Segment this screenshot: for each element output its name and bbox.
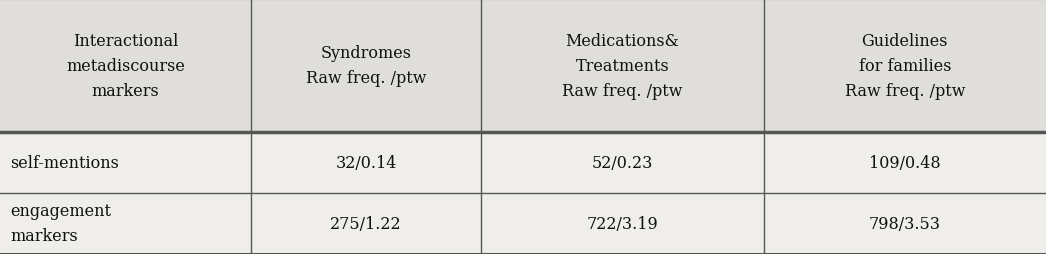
Text: 109/0.48: 109/0.48 (869, 154, 940, 171)
Bar (0, 193, 251, 254)
Text: Syndromes
Raw freq. /ptw: Syndromes Raw freq. /ptw (305, 45, 427, 87)
Text: 722/3.19: 722/3.19 (587, 215, 658, 232)
Text: 798/3.53: 798/3.53 (869, 215, 940, 232)
Text: Guidelines
for families
Raw freq. /ptw: Guidelines for families Raw freq. /ptw (844, 33, 965, 99)
Text: self-mentions: self-mentions (10, 154, 119, 171)
Text: 275/1.22: 275/1.22 (331, 215, 402, 232)
Text: engagement
markers: engagement markers (10, 203, 112, 244)
Bar (764, 0, 1046, 132)
Bar (481, 193, 764, 254)
Bar (251, 0, 481, 132)
Bar (481, 0, 764, 132)
Bar (0, 132, 251, 193)
Text: 32/0.14: 32/0.14 (336, 154, 396, 171)
Bar (0, 0, 251, 132)
Text: 52/0.23: 52/0.23 (592, 154, 653, 171)
Bar (481, 132, 764, 193)
Bar (251, 193, 481, 254)
Bar (764, 132, 1046, 193)
Bar (764, 193, 1046, 254)
Text: Interactional
metadiscourse
markers: Interactional metadiscourse markers (66, 33, 185, 99)
Bar (251, 132, 481, 193)
Text: Medications&
Treatments
Raw freq. /ptw: Medications& Treatments Raw freq. /ptw (562, 33, 683, 99)
